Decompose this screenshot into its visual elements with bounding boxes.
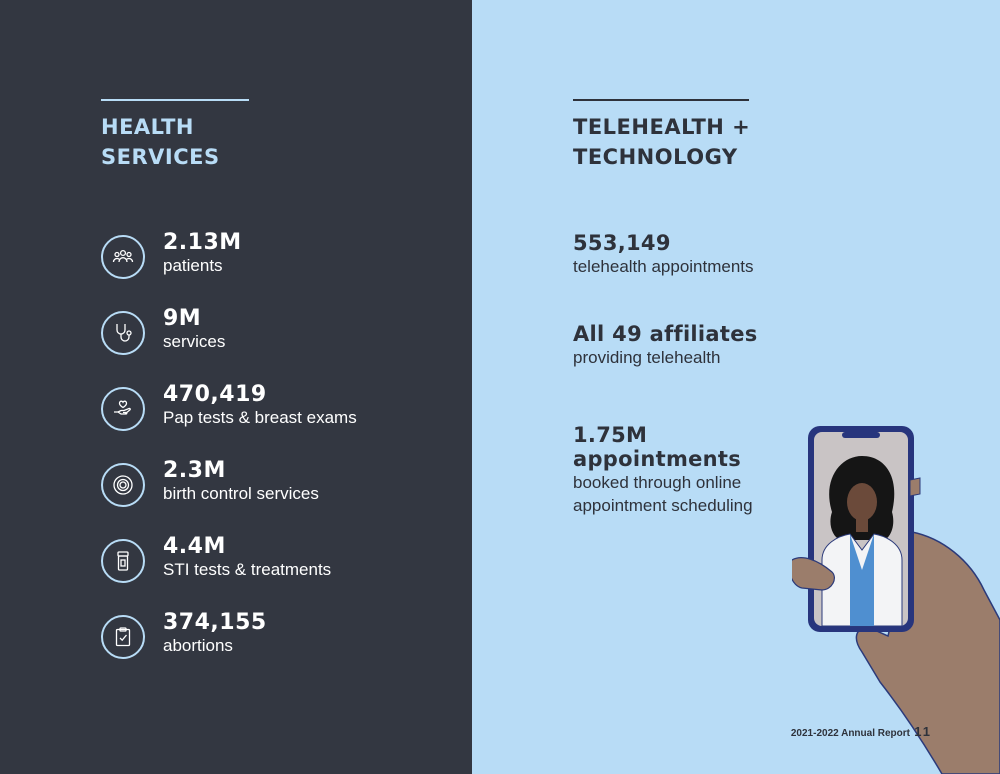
health-services-panel: HEALTH SERVICES 2.13M patients 9M servic… (0, 0, 472, 774)
clipboard-check-icon (101, 615, 145, 659)
title-line-2: SERVICES (101, 145, 220, 169)
section-rule (101, 99, 249, 101)
stat-value: 374,155 (163, 610, 267, 635)
stat-label-line-1: booked through online (573, 473, 742, 492)
page-number: 11 (914, 724, 932, 739)
stat-online-appointments: 1.75M appointments booked through online… (573, 423, 753, 517)
stat-label: birth control services (163, 484, 319, 503)
people-group-icon (101, 235, 145, 279)
stat-label: STI tests & treatments (163, 560, 332, 579)
stat-value: 553,149 (573, 231, 671, 255)
stat-value: 9M (163, 306, 202, 331)
stethoscope-icon (101, 311, 145, 355)
stat-label: telehealth appointments (573, 257, 754, 276)
footer-report-title: 2021-2022 Annual Report (790, 728, 910, 739)
stat-label: abortions (163, 636, 233, 655)
health-services-title: HEALTH SERVICES (101, 112, 220, 172)
telehealth-panel: TELEHEALTH + TECHNOLOGY 553,149 teleheal… (472, 0, 1000, 774)
title-line-1: TELEHEALTH + (573, 115, 751, 139)
hand-holding-phone-illustration (792, 426, 1000, 774)
stat-value: 2.3M (163, 458, 226, 483)
section-rule (573, 99, 749, 101)
stat-value: All 49 affiliates (573, 322, 758, 346)
stat-value: 2.13M (163, 230, 242, 255)
title-line-1: HEALTH (101, 115, 194, 139)
stat-label-line-2: appointment scheduling (573, 496, 753, 515)
telehealth-title: TELEHEALTH + TECHNOLOGY (573, 112, 750, 172)
stat-value-line-1: 1.75M (573, 423, 648, 447)
hand-heart-icon (101, 387, 145, 431)
stat-telehealth-appointments: 553,149 telehealth appointments (573, 231, 754, 278)
stat-value: 4.4M (163, 534, 226, 559)
pill-pack-icon (101, 463, 145, 507)
stat-label: Pap tests & breast exams (163, 408, 357, 427)
stat-label: providing telehealth (573, 348, 721, 367)
stat-value-line-2: appointments (573, 447, 742, 471)
title-line-2: TECHNOLOGY (573, 145, 738, 169)
stat-label: patients (163, 256, 223, 275)
stat-value: 470,419 (163, 382, 267, 407)
medicine-bottle-icon (101, 539, 145, 583)
stat-label: services (163, 332, 226, 351)
stat-affiliates: All 49 affiliates providing telehealth (573, 322, 758, 369)
